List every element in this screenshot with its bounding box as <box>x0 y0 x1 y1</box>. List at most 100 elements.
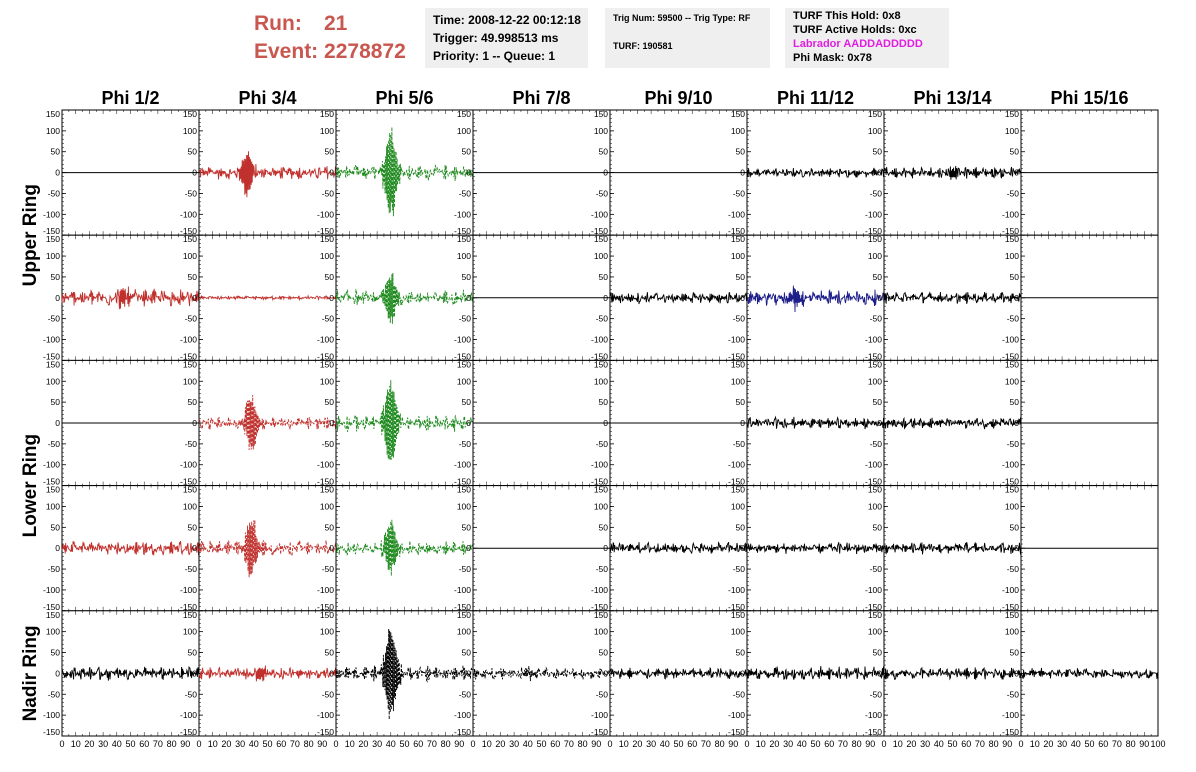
y-tick-label: -50 <box>459 188 472 198</box>
waveform-panel: 150 100 50 0 -50 -100 -150 <box>728 359 885 487</box>
y-tick-label: 100 <box>46 376 60 386</box>
y-tick-label: 0 <box>877 668 882 678</box>
y-tick-label: 0 <box>55 543 60 553</box>
waveform-panel: 150 100 50 0 -50 -100 -150 <box>43 359 200 487</box>
waveform-panel: 150 100 50 0 -50 -100 -150 <box>865 234 1022 361</box>
x-tick-label: 50 <box>399 739 409 749</box>
y-tick-label: -100 <box>865 585 882 595</box>
y-tick-label: 50 <box>873 147 883 157</box>
x-tick-label: 0 <box>607 739 612 749</box>
x-tick-label: 60 <box>961 739 971 749</box>
y-tick-label: -150 <box>591 226 608 236</box>
x-tick-label: 60 <box>824 739 834 749</box>
y-tick-label: 150 <box>594 610 608 620</box>
y-tick-label: -150 <box>865 602 882 612</box>
x-tick-label: 40 <box>523 739 533 749</box>
y-tick-label: 150 <box>320 359 334 369</box>
y-tick-label: 150 <box>731 109 745 119</box>
y-tick-label: -50 <box>596 439 609 449</box>
y-tick-label: 150 <box>1005 109 1019 119</box>
x-tick-label: 50 <box>1084 739 1094 749</box>
y-tick-label: -100 <box>317 585 334 595</box>
x-tick-label: 70 <box>290 739 300 749</box>
y-tick-label: -100 <box>1002 209 1019 219</box>
y-tick-label: -50 <box>870 439 883 449</box>
y-tick-label: -50 <box>870 314 883 324</box>
y-tick-label: -100 <box>728 710 745 720</box>
y-tick-label: 0 <box>1014 418 1019 428</box>
y-tick-label: 0 <box>1014 543 1019 553</box>
y-tick-label: -50 <box>1007 564 1020 574</box>
y-tick-label: 0 <box>192 293 197 303</box>
column-title: Phi 1/2 <box>101 88 159 108</box>
y-tick-label: 150 <box>46 234 60 244</box>
y-tick-label: 50 <box>736 397 746 407</box>
y-tick-label: 100 <box>594 627 608 637</box>
y-tick-label: 0 <box>1014 168 1019 178</box>
waveform-panel: 150 100 50 0 -50 -100 -150 <box>454 109 611 236</box>
waveform-panel: 150 100 50 0 -50 -100 -150 <box>317 109 474 236</box>
trig-info-box: Trig Num: 59500 -- Trig Type: RF TURF: 1… <box>605 8 770 68</box>
waveform-trace <box>335 519 474 576</box>
y-tick-label: -150 <box>1002 727 1019 737</box>
y-tick-label: 50 <box>51 397 61 407</box>
x-tick-label: 90 <box>180 739 190 749</box>
y-tick-label: -150 <box>43 602 60 612</box>
y-tick-label: -100 <box>728 335 745 345</box>
y-tick-label: 100 <box>320 251 334 261</box>
y-tick-label: 150 <box>46 485 60 495</box>
x-tick-label: 90 <box>317 739 327 749</box>
column-title: Phi 11/12 <box>777 88 854 108</box>
y-tick-label: 0 <box>740 168 745 178</box>
waveform-panel: 150 100 50 0 -50 -100 -150 <box>865 109 1022 236</box>
waveform-panel: 150 100 50 0 -50 -100 -150 <box>43 109 200 236</box>
turf-hold-line: TURF This Hold: 0x8 <box>793 10 901 22</box>
y-tick-label: -50 <box>322 439 335 449</box>
y-tick-label: -100 <box>454 209 471 219</box>
y-tick-label: -100 <box>865 460 882 470</box>
y-tick-label: -150 <box>317 226 334 236</box>
y-tick-label: 150 <box>457 359 471 369</box>
y-tick-label: 50 <box>1010 397 1020 407</box>
y-tick-label: 50 <box>188 522 198 532</box>
y-tick-label: 50 <box>599 272 609 282</box>
waveform-panel: 150 100 50 0 -50 -100 -150 <box>1002 359 1159 487</box>
x-tick-label: 0 <box>881 739 886 749</box>
x-tick-label: 0 <box>1018 739 1023 749</box>
waveform-panel: 150 100 50 0 -50 -100 -150 <box>454 485 611 612</box>
y-tick-label: 0 <box>192 168 197 178</box>
y-tick-label: 50 <box>736 272 746 282</box>
y-tick-label: -100 <box>591 335 608 345</box>
y-tick-label: 150 <box>320 610 334 620</box>
y-tick-label: -50 <box>322 314 335 324</box>
y-tick-label: 0 <box>740 543 745 553</box>
y-tick-label: -150 <box>591 727 608 737</box>
waveform-panel: 150 100 50 0 -50 -100 -150 <box>591 109 748 236</box>
waveform-trace <box>609 291 748 305</box>
x-tick-label: 70 <box>427 739 437 749</box>
y-tick-label: -150 <box>180 351 197 361</box>
panel-frame <box>472 610 611 737</box>
y-tick-label: 150 <box>46 109 60 119</box>
y-tick-label: 150 <box>868 610 882 620</box>
x-tick-label: 10 <box>756 739 766 749</box>
waveform-trace <box>335 628 474 720</box>
y-tick-label: -150 <box>1002 602 1019 612</box>
x-tick-label: 60 <box>687 739 697 749</box>
waveform-panel: 150 100 50 0 -50 -100 -150 <box>43 485 200 612</box>
y-tick-label: 50 <box>1010 147 1020 157</box>
row-group-label: Lower Ring <box>20 434 41 537</box>
y-tick-label: 100 <box>594 376 608 386</box>
x-tick-label: 50 <box>536 739 546 749</box>
x-tick-label: 80 <box>852 739 862 749</box>
y-tick-label: 150 <box>457 610 471 620</box>
y-tick-label: 0 <box>55 668 60 678</box>
y-tick-label: 100 <box>1005 251 1019 261</box>
y-tick-label: -50 <box>185 439 198 449</box>
y-tick-label: 100 <box>46 126 60 136</box>
waveform-trace <box>335 127 474 217</box>
y-tick-label: 150 <box>183 109 197 119</box>
